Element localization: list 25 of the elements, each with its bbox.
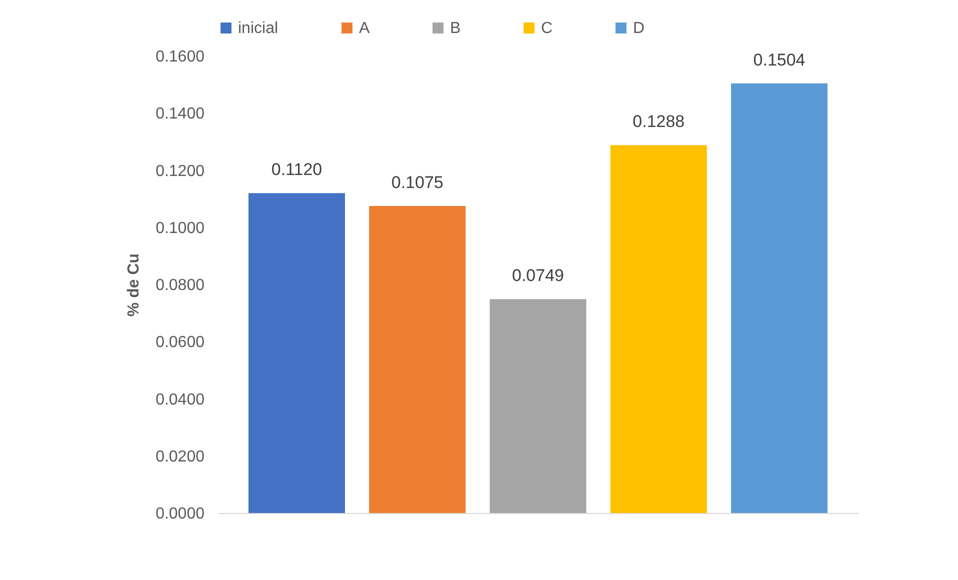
- legend-label: B: [450, 20, 461, 37]
- data-label: 0.1075: [391, 172, 444, 192]
- y-axis-title: % de Cu: [126, 253, 143, 317]
- y-tick-label: 0.0800: [156, 277, 205, 294]
- bar: [369, 206, 466, 513]
- bar: [610, 145, 707, 513]
- y-tick-label: 0.1200: [156, 162, 205, 180]
- y-tick-label: 0.1000: [156, 220, 205, 237]
- y-tick-label: 0.0600: [156, 334, 205, 352]
- y-tick-label: 0.0200: [156, 448, 205, 466]
- bar: [731, 83, 828, 513]
- legend-label: D: [633, 20, 645, 37]
- legend-label: C: [541, 20, 553, 37]
- y-tick-label: 0.1400: [156, 106, 205, 123]
- y-tick-label: 0.0000: [156, 506, 205, 522]
- y-tick-label: 0.1600: [156, 48, 205, 66]
- data-label: 0.1288: [632, 112, 685, 132]
- legend-label: inicial: [238, 20, 278, 37]
- data-label: 0.0749: [512, 266, 564, 286]
- bar: [490, 299, 586, 513]
- legend-label: A: [359, 20, 370, 37]
- y-tick-label: 0.0400: [156, 391, 205, 408]
- bar: [248, 193, 345, 513]
- data-label: 0.1504: [753, 50, 806, 70]
- data-label: 0.1120: [271, 160, 322, 180]
